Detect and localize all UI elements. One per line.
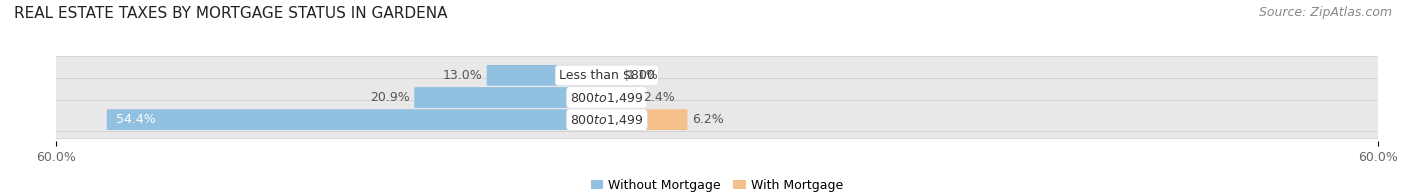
Text: 13.0%: 13.0% xyxy=(443,69,482,82)
Text: REAL ESTATE TAXES BY MORTGAGE STATUS IN GARDENA: REAL ESTATE TAXES BY MORTGAGE STATUS IN … xyxy=(14,6,447,21)
FancyBboxPatch shape xyxy=(53,101,1381,139)
FancyBboxPatch shape xyxy=(53,79,1381,116)
Legend: Without Mortgage, With Mortgage: Without Mortgage, With Mortgage xyxy=(586,174,848,196)
Text: $800 to $1,499: $800 to $1,499 xyxy=(571,113,644,127)
Text: 1.1%: 1.1% xyxy=(627,69,658,82)
Text: 2.4%: 2.4% xyxy=(644,91,675,104)
Text: 54.4%: 54.4% xyxy=(117,113,156,126)
FancyBboxPatch shape xyxy=(53,56,1381,94)
Text: Source: ZipAtlas.com: Source: ZipAtlas.com xyxy=(1258,6,1392,19)
FancyBboxPatch shape xyxy=(606,109,688,130)
Text: Less than $800: Less than $800 xyxy=(560,69,655,82)
Text: 6.2%: 6.2% xyxy=(692,113,724,126)
FancyBboxPatch shape xyxy=(107,109,607,130)
Text: 20.9%: 20.9% xyxy=(370,91,409,104)
FancyBboxPatch shape xyxy=(606,87,638,108)
Text: $800 to $1,499: $800 to $1,499 xyxy=(571,91,644,104)
FancyBboxPatch shape xyxy=(486,65,607,86)
FancyBboxPatch shape xyxy=(415,87,607,108)
FancyBboxPatch shape xyxy=(606,65,621,86)
